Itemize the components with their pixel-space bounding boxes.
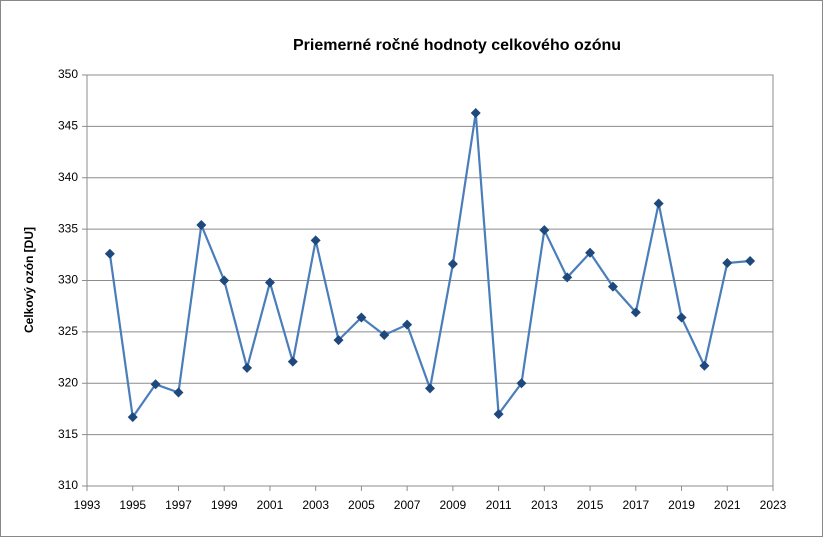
data-point — [219, 275, 230, 286]
plot-frame — [86, 74, 774, 487]
data-point — [425, 383, 435, 394]
x-tick-label: 2019 — [668, 498, 695, 512]
data-point — [173, 387, 184, 398]
data-point — [562, 272, 573, 283]
data-point — [127, 412, 138, 423]
x-tick-label: 2011 — [486, 498, 512, 512]
data-point — [630, 307, 641, 318]
data-point — [585, 247, 596, 258]
x-tick-label: 2023 — [760, 498, 787, 512]
x-tick-label: 1997 — [165, 498, 192, 512]
data-point — [539, 225, 550, 236]
data-point — [470, 108, 481, 119]
x-tick-label: 2009 — [440, 498, 467, 512]
x-tick-label: 1995 — [119, 498, 146, 512]
x-tick-label: 2015 — [577, 498, 604, 512]
y-tick-label: 325 — [58, 324, 78, 338]
data-point — [242, 362, 253, 373]
y-tick-label: 315 — [58, 427, 78, 441]
x-tick-label: 2007 — [394, 498, 421, 512]
data-point — [722, 258, 733, 269]
data-point — [653, 198, 664, 209]
data-point — [150, 379, 161, 390]
x-tick-label: 2001 — [257, 498, 284, 512]
data-point — [607, 281, 618, 292]
y-tick-label: 335 — [58, 221, 78, 235]
data-point — [516, 378, 527, 389]
data-point — [104, 248, 115, 259]
y-axis-label: Celkový ozón [DU] — [22, 227, 36, 333]
chart-title: Priemerné ročné hodnoty celkového ozónu — [293, 37, 621, 54]
data-point — [333, 335, 344, 346]
data-point — [196, 220, 207, 231]
data-point — [310, 235, 321, 246]
x-tick-label: 2005 — [348, 498, 375, 512]
y-tick-label: 340 — [58, 170, 78, 184]
x-tick-label: 1993 — [74, 498, 101, 512]
x-tick-label: 1999 — [211, 498, 238, 512]
y-tick-label: 350 — [58, 67, 78, 81]
y-tick-label: 330 — [58, 273, 78, 287]
y-tick-label: 310 — [58, 478, 78, 492]
y-tick-label: 345 — [58, 119, 78, 133]
x-tick-label: 2021 — [714, 498, 741, 512]
data-point — [745, 255, 756, 266]
y-tick-label: 320 — [58, 375, 78, 389]
data-point — [356, 312, 367, 323]
data-point — [676, 312, 687, 323]
data-point — [287, 356, 298, 367]
data-point — [402, 319, 413, 330]
data-point — [699, 360, 710, 371]
x-tick-label: 2003 — [302, 498, 329, 512]
data-point — [379, 329, 390, 340]
data-point — [447, 259, 458, 270]
data-point — [493, 409, 504, 420]
x-tick-label: 2013 — [531, 498, 558, 512]
data-point — [264, 277, 275, 288]
x-tick-label: 2017 — [622, 498, 649, 512]
